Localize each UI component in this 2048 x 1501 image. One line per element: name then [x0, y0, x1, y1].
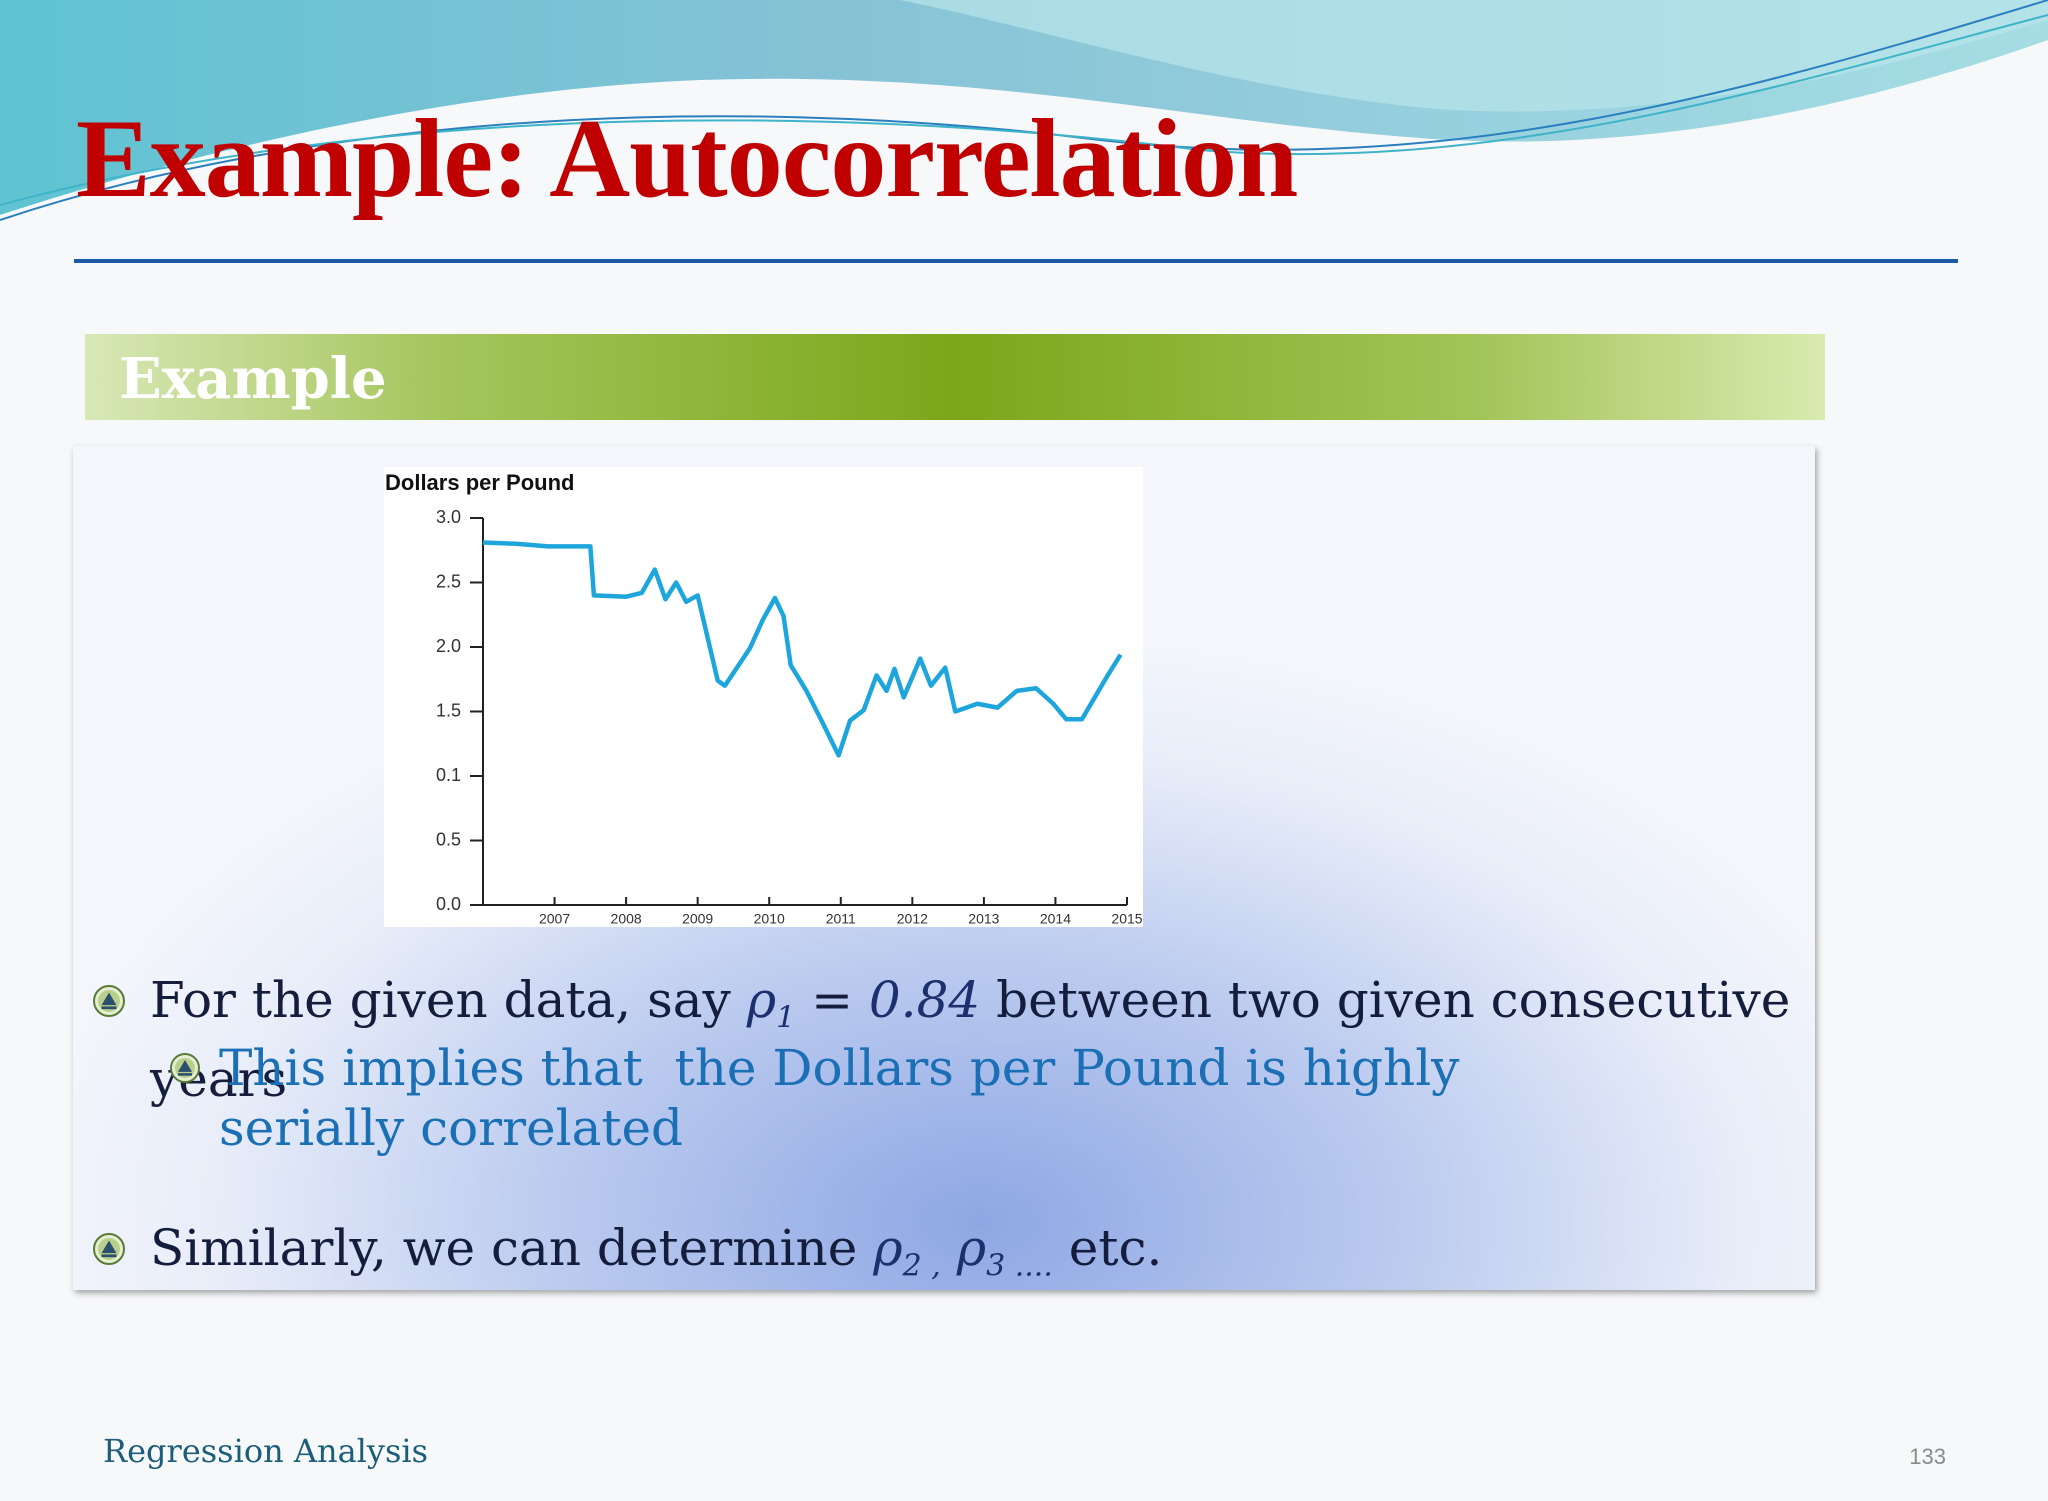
sub-bullet: This implies that the Dollars per Pound …	[170, 1038, 1599, 1158]
footer-text: Regression Analysis	[103, 1432, 429, 1470]
x-tick-label: 2012	[897, 911, 928, 927]
bullet-text: =	[795, 971, 869, 1029]
x-tick-label: 2011	[826, 911, 856, 927]
bullet: Similarly, we can determine ρ2 , ρ3 ....…	[93, 1218, 1830, 1297]
x-tick-label: 2015	[1111, 911, 1142, 927]
y-tick-label: 2.5	[436, 571, 461, 591]
bullet-text	[941, 1219, 957, 1277]
bullet-icon	[93, 985, 125, 1017]
header-decoration	[0, 0, 2048, 221]
bullet-text: 2 ,	[902, 1248, 941, 1284]
section-heading: Example	[119, 346, 387, 412]
slide-title: Example: Autocorrelation	[76, 97, 1298, 221]
bullet-text: 1	[776, 1000, 796, 1036]
bullet-text: ρ	[873, 1219, 903, 1277]
wave-line	[0, 14, 2048, 206]
bullet-text: 3 ....	[986, 1248, 1053, 1284]
chart-background	[384, 467, 1143, 927]
bullet-text: ρ	[956, 1219, 987, 1277]
x-tick-label: 2013	[968, 911, 999, 927]
bullet-text: between two given consecutive years	[150, 971, 1807, 1108]
x-tick-label: 2014	[1040, 911, 1071, 927]
bullet-icon	[170, 1053, 200, 1083]
y-tick-label: 2.0	[436, 636, 461, 656]
chart-title: Dollars per Pound	[385, 470, 574, 495]
y-tick-label: 0.5	[436, 829, 461, 849]
bullet-icon	[93, 1233, 125, 1265]
y-tick-label: 3.0	[436, 507, 461, 527]
bullet: For the given data, say ρ1 = 0.84 betwee…	[93, 970, 1830, 1109]
y-tick-label: 0.1	[436, 765, 461, 785]
x-tick-label: 2007	[539, 911, 570, 927]
y-tick-label: 1.5	[436, 700, 461, 720]
bullet-text: etc.	[1052, 1219, 1163, 1277]
section-band: Example	[85, 334, 1825, 420]
x-tick-label: 2009	[682, 911, 713, 927]
x-tick-label: 2008	[611, 911, 642, 927]
bullet-text: This implies that the Dollars per Pound …	[219, 1039, 1476, 1157]
bullet-text: For the given data, say	[150, 971, 747, 1029]
page-number: 133	[1909, 1444, 1946, 1469]
title-rule	[74, 259, 1958, 263]
bullet-text: ρ	[746, 971, 777, 1029]
bullet-text: Similarly, we can determine	[150, 1219, 874, 1277]
wave	[900, 0, 2048, 112]
y-tick-label: 0.0	[436, 894, 461, 914]
bullet-text: 0.84	[868, 971, 981, 1029]
x-tick-label: 2010	[754, 911, 785, 927]
chart: Dollars per Pound 0.0 0.5 0.1 1.5 2.0 2.5 3.0 2…	[384, 467, 1143, 927]
wave-line	[0, 0, 2048, 221]
data-line	[482, 540, 1123, 758]
